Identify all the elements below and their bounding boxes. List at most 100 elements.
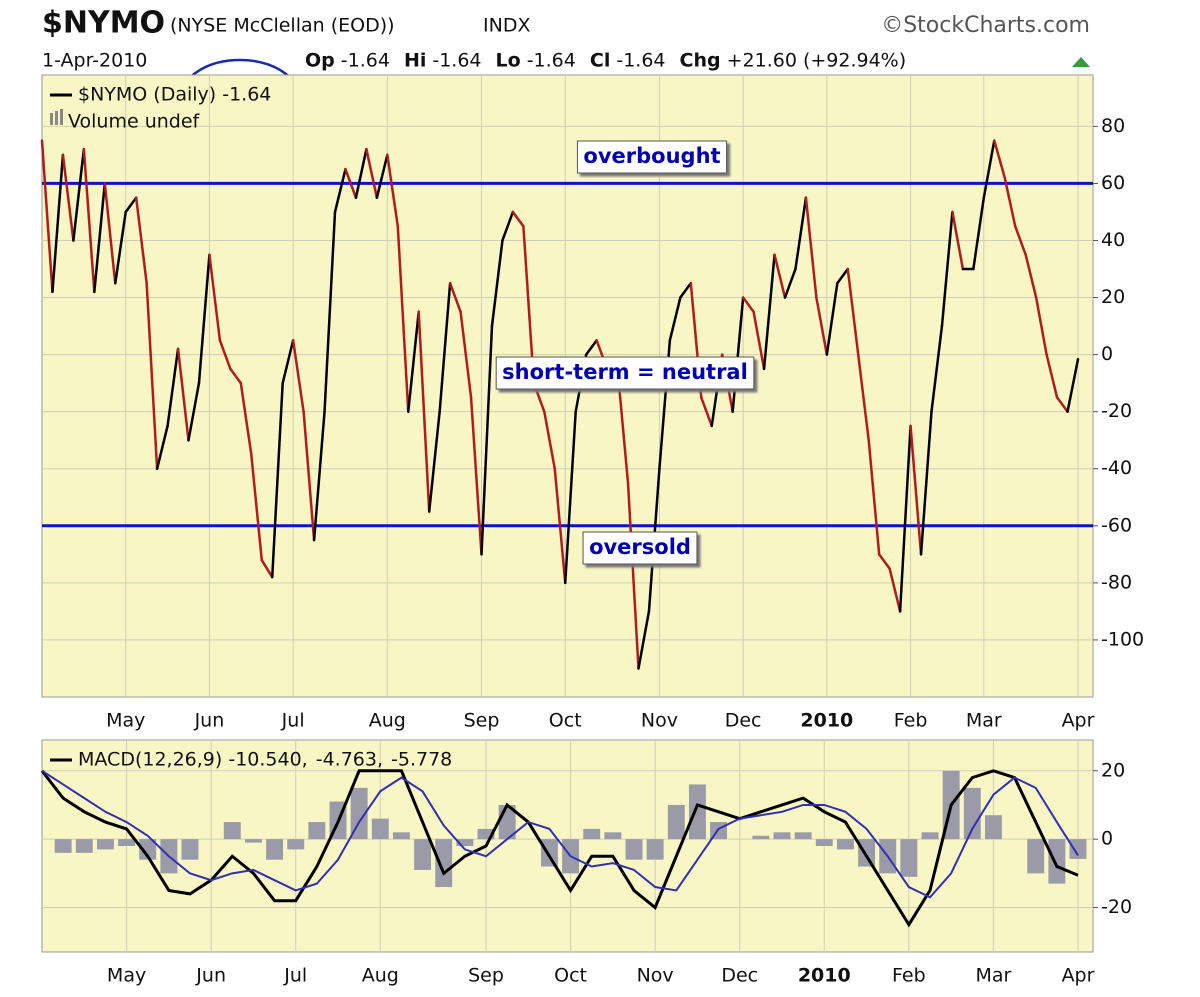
volume-icon: [55, 111, 58, 125]
quote-label: Op: [305, 50, 335, 72]
line-segment: [114, 210, 127, 285]
y-tick-label: -60: [1101, 514, 1132, 536]
line-segment: [208, 253, 222, 342]
legend-entry: -4.763,: [316, 749, 383, 771]
line-segment: [469, 396, 483, 556]
histogram-bar: [266, 839, 284, 860]
line-segment: [752, 310, 766, 371]
histogram-bar: [1069, 839, 1087, 859]
line-segment: [731, 296, 745, 413]
x-tick-label: 2010: [800, 710, 853, 732]
line-segment: [61, 153, 75, 242]
x-tick-label: Aug: [362, 965, 399, 987]
y-tick-label: 60: [1101, 172, 1125, 194]
quote: Op -1.64 Hi -1.64 Lo -1.64 Cl -1.64 Chg +21.60 (+…: [305, 50, 906, 72]
annotation-text: oversold: [589, 535, 691, 559]
histogram-bar: [75, 839, 93, 853]
histogram-bar: [414, 839, 432, 870]
line-segment: [187, 381, 201, 442]
histogram-bar: [688, 784, 706, 840]
line-segment: [51, 153, 65, 294]
x-tick-label: Jun: [195, 965, 226, 987]
line-segment: [145, 282, 159, 470]
line-segment: [626, 481, 640, 670]
histogram-bar: [836, 839, 854, 850]
line-segment: [459, 310, 473, 399]
line-segment: [375, 153, 389, 199]
line-segment: [501, 210, 515, 242]
line-segment: [930, 324, 944, 413]
line-segment: [825, 282, 839, 356]
histogram-bar: [625, 839, 643, 860]
line-segment: [229, 367, 243, 385]
histogram-bar: [1027, 839, 1045, 874]
histogram-bar: [815, 839, 833, 846]
line-segment: [365, 147, 379, 199]
line-segment: [312, 410, 326, 542]
line-segment: [888, 567, 902, 613]
histogram-bar: [583, 828, 601, 840]
y-tick-label: -100: [1101, 628, 1144, 650]
histogram-bar: [456, 839, 474, 846]
line-segment: [972, 196, 986, 271]
histogram-bar: [96, 839, 114, 850]
line-segment: [490, 239, 504, 328]
quote-value: -1.64: [616, 50, 665, 72]
annotation-text: short-term = neutral: [502, 360, 748, 384]
date: 1-Apr-2010: [42, 50, 147, 72]
line: [40, 769, 1079, 928]
y-tick-label: 20: [1101, 286, 1125, 308]
line-segment: [333, 167, 347, 214]
line-segment: [940, 210, 954, 328]
x-tick-label: Feb: [894, 710, 928, 732]
quote-value: -1.64: [432, 50, 481, 72]
annotation-box: [495, 356, 755, 390]
line-segment: [919, 410, 933, 556]
line-segment: [291, 339, 305, 413]
line-segment: [1034, 296, 1048, 356]
line-segment: [218, 339, 232, 371]
legend-entry: MACD(12,26,9) -10.540,: [78, 749, 308, 771]
line-segment: [1055, 396, 1069, 413]
line-segment: [741, 296, 755, 314]
line-segment: [543, 410, 557, 470]
quote-value: +21.60 (+92.94%): [727, 50, 907, 72]
histogram-bar: [752, 835, 770, 840]
annotation-text: overbought: [583, 144, 720, 168]
histogram-bar: [794, 832, 812, 840]
line-segment: [584, 339, 598, 356]
plot-area: [41, 74, 1094, 698]
annotation: oversold: [582, 531, 698, 565]
line-segment: [762, 253, 776, 371]
line-segment: [396, 224, 410, 413]
histogram-bar: [371, 818, 389, 840]
x-tick-label: Nov: [641, 710, 678, 732]
histogram-bar: [477, 828, 495, 840]
x-tick-label: 2010: [798, 965, 851, 987]
x-tick-label: Jul: [283, 965, 307, 987]
histogram-bar: [287, 839, 305, 850]
line-segment: [982, 139, 996, 199]
line-segment: [323, 210, 337, 413]
histogram-bar: [181, 839, 199, 860]
x-tick-label: Oct: [554, 965, 587, 987]
line-segment: [1013, 224, 1027, 257]
line-segment: [250, 453, 264, 562]
histogram-bar: [244, 839, 262, 843]
volume-icon: [60, 109, 63, 125]
histogram-bar: [139, 839, 157, 860]
annotation-box: [582, 531, 698, 565]
line-segment: [909, 424, 923, 556]
line-segment: [563, 410, 577, 585]
up-arrow: [1072, 57, 1090, 67]
y-tick-label: -20: [1101, 896, 1132, 918]
line-segment: [270, 381, 284, 579]
line-segment: [700, 396, 713, 428]
line-segment: [898, 424, 912, 613]
line-segment: [448, 282, 462, 314]
line-segment: [427, 410, 441, 513]
histogram-bar: [308, 822, 326, 840]
line-segment: [281, 339, 295, 385]
symbol: $NYMO: [42, 6, 165, 41]
